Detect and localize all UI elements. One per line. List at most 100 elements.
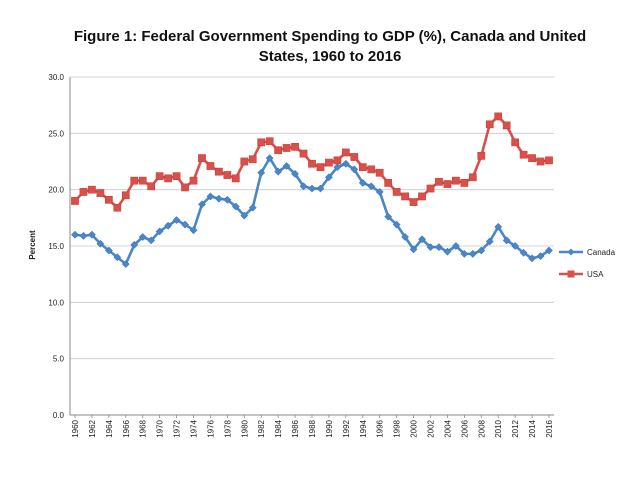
data-point: [443, 247, 452, 256]
data-point: [155, 227, 164, 236]
data-point: [545, 246, 553, 255]
series-canada: [71, 154, 553, 268]
y-tick-labels: 0.0 5.0 10.0 15.0 20.0 25.0 30.0: [48, 73, 64, 420]
data-point: [71, 230, 79, 239]
x-tick-label: 2010: [494, 419, 503, 437]
legend-item: Canada: [559, 248, 616, 257]
data-point: [367, 182, 376, 191]
x-tick-label: 1972: [173, 419, 182, 437]
x-tick-label: 2008: [477, 419, 486, 437]
series-line: [74, 156, 550, 266]
data-point: [299, 182, 308, 191]
data-point: [130, 240, 139, 249]
data-point: [79, 188, 88, 196]
x-tick-label: 1964: [105, 419, 114, 437]
data-point: [206, 162, 215, 170]
data-point: [257, 138, 266, 147]
data-point: [333, 163, 342, 172]
data-point: [274, 146, 282, 155]
data-point: [223, 171, 232, 179]
data-point: [468, 249, 477, 258]
data-point: [240, 211, 249, 220]
legend-marker: [567, 248, 575, 256]
data-point: [87, 230, 96, 239]
y-tick-label: 30.0: [48, 73, 64, 82]
legend-item: USA: [559, 270, 604, 279]
data-point: [138, 233, 147, 241]
data-point: [291, 143, 299, 151]
data-point: [350, 153, 359, 161]
x-tick-label: 1974: [190, 419, 199, 437]
data-point: [325, 158, 333, 167]
x-tick-label: 1970: [156, 419, 165, 437]
x-tick-label: 1980: [240, 419, 249, 437]
data-point: [460, 249, 469, 258]
data-point: [198, 200, 206, 209]
data-point: [181, 220, 189, 229]
data-point: [71, 197, 79, 205]
x-tick-label: 2000: [410, 419, 419, 437]
data-point: [375, 168, 384, 177]
series-usa: [71, 112, 553, 212]
data-point: [113, 253, 122, 262]
x-tick-label: 2014: [528, 419, 537, 437]
data-point: [477, 152, 486, 160]
y-tick-label: 20.0: [48, 186, 64, 195]
data-point: [468, 173, 477, 182]
data-point: [384, 179, 393, 187]
data-point: [172, 172, 181, 180]
data-point: [248, 155, 257, 164]
x-tick-label: 1986: [291, 419, 300, 437]
data-point: [409, 198, 418, 206]
data-point: [401, 233, 410, 241]
x-tick-label: 2004: [443, 419, 452, 437]
data-point: [342, 148, 350, 157]
data-point: [494, 112, 503, 121]
x-tick-label: 1968: [139, 419, 148, 437]
data-point: [452, 176, 460, 185]
data-point: [536, 252, 545, 261]
data-point: [375, 187, 384, 196]
data-point: [460, 179, 469, 187]
x-tick-label: 1960: [71, 419, 80, 437]
x-tick-label: 1994: [359, 419, 368, 437]
data-point: [409, 245, 418, 254]
x-tick-label: 1966: [122, 419, 131, 437]
y-tick-label: 0.0: [53, 411, 65, 420]
data-point: [121, 191, 130, 200]
data-point: [113, 203, 122, 212]
data-point: [206, 192, 215, 201]
x-tick-labels: 1960 1962 1964 1966 1968 1970 1972 1974 1976 1978…: [71, 415, 554, 438]
y-tick-label: 10.0: [48, 298, 64, 307]
y-tick-label: 5.0: [53, 355, 65, 364]
x-tick-label: 1982: [257, 419, 266, 437]
data-point: [299, 149, 308, 158]
x-tick-label: 1990: [325, 419, 334, 437]
data-point: [384, 212, 393, 221]
data-point: [341, 159, 350, 168]
data-point: [274, 167, 283, 176]
x-tick-label: 1998: [393, 419, 402, 437]
data-point: [164, 174, 172, 183]
data-point: [181, 183, 189, 192]
data-point: [426, 243, 435, 252]
data-point: [265, 137, 274, 146]
data-point: [528, 154, 536, 162]
data-point: [147, 236, 156, 245]
x-tick-label: 1978: [223, 419, 232, 437]
data-point: [358, 178, 367, 187]
data-point: [223, 195, 232, 204]
data-point: [214, 194, 223, 203]
data-series: [71, 112, 553, 268]
x-tick-label: 2012: [511, 419, 520, 437]
data-point: [435, 243, 443, 252]
data-point: [96, 189, 105, 197]
data-point: [316, 184, 325, 193]
data-point: [485, 120, 494, 129]
data-point: [88, 185, 96, 194]
y-tick-label: 15.0: [48, 242, 64, 251]
data-point: [172, 216, 181, 225]
data-point: [105, 195, 113, 204]
x-tick-label: 2006: [460, 419, 469, 437]
data-point: [358, 163, 367, 171]
